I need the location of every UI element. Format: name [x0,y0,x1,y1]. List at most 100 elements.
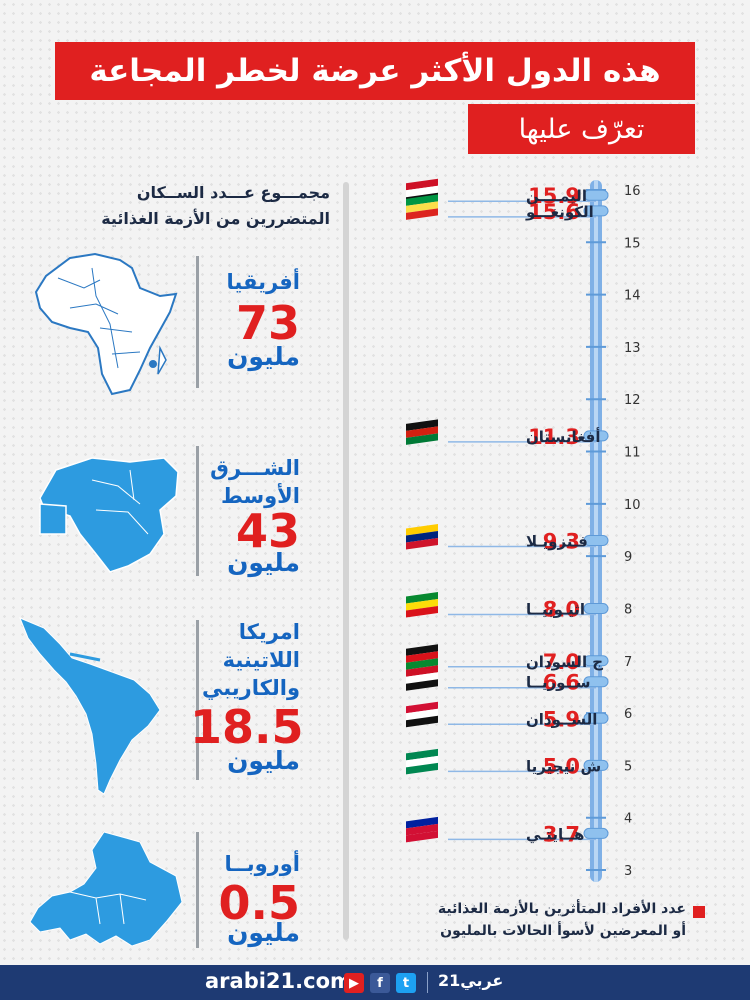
point-country: الكونغـــو [525,203,594,221]
region-value: 73 [235,296,300,350]
left-panel-heading: مجمـــوع عـــدد الســكان المتضررين من ال… [30,180,330,232]
region-name: الشـــرق الأوسط [210,456,300,508]
region-unit: مليون [227,918,300,947]
region-unit: مليون [227,342,300,371]
flag-stripe [406,433,438,445]
flag-stripe [406,830,438,843]
region-divider [196,620,199,780]
facebook-icon[interactable]: f [370,973,390,993]
point-value: 15.6 [528,200,580,224]
point-country: الســودان [526,710,597,728]
flag-stripe [406,708,438,721]
flag-stripe [406,644,438,656]
point-country: اليمــــن [526,187,587,205]
footer: arabi21.com ▶ f t عربي21 [0,965,750,1000]
point-value: 15.9 [528,184,580,208]
point-marker [583,827,609,839]
point-marker [583,205,609,217]
point-marker [583,602,609,614]
south-sudan-flag-icon [406,644,438,670]
afghanistan-flag-icon [406,419,438,445]
tick-label: 3 [624,864,632,879]
legend-line-1: عدد الأفراد المتأثرين بالأزمة الغذائية [437,901,686,917]
tick-label: 13 [624,341,641,356]
footer-separator [427,972,428,993]
haiti-flag-icon [406,816,438,843]
point-value: 11.3 [528,425,580,449]
region-middle-east: الشـــرق الأوسط 43 مليون [0,446,320,586]
point-country: ســوريــا [526,674,591,692]
flag-stripe [406,523,438,536]
venezuela-flag-icon [406,523,438,550]
point-value: 3.7 [543,822,580,846]
flag-stripe [406,185,438,198]
brand-logo: عربي21 [438,971,504,990]
sudan-flag-icon [406,701,438,728]
region-divider [196,446,199,576]
point-marker [583,712,609,724]
tick-label: 7 [624,655,632,670]
congo-flag-icon [406,194,438,220]
region-unit: مليون [227,746,300,775]
point-marker [583,655,609,667]
twitter-icon[interactable]: t [396,973,416,993]
heading-line-2: المتضررين من الأزمة الغذائية [101,209,330,228]
point-value: 5.9 [543,707,580,731]
flag-stripe [406,816,438,829]
point-value: 9.3 [543,529,580,553]
africa-map-icon [34,252,178,396]
flag-stripe [406,679,438,691]
flag-stripe [406,537,438,550]
flag-stripe [406,178,438,191]
point-marker [583,759,609,771]
chart-legend: عدد الأفراد المتأثرين بالأزمة الغذائية أ… [400,898,686,942]
flag-stripe [406,201,438,213]
flag-stripe [406,762,438,775]
region-value: 0.5 [218,876,301,930]
flag-stripe [406,419,438,431]
flag-stripe [406,715,438,728]
point-country: هــايتـي [526,825,584,843]
region-unit: مليون [227,548,300,577]
youtube-icon[interactable]: ▶ [344,973,364,993]
page-subtitle: تعرّف عليها [468,104,695,154]
page-title: هذه الدول الأكثر عرضة لخطر المجاعة [55,42,695,100]
site-link[interactable]: arabi21.com [205,969,352,993]
tick-label: 10 [624,498,641,513]
tick-label: 4 [624,812,632,827]
region-name: أفريقيا [226,270,300,294]
region-value: 43 [235,504,300,558]
point-marker [583,430,609,442]
heading-line-1: مجمـــوع عـــدد الســكان [136,183,330,202]
axis-highlight [594,180,598,882]
tick-label: 6 [624,707,632,722]
point-value: 8.0 [543,597,580,621]
tick-label: 8 [624,602,632,617]
region-divider [196,256,199,388]
tick-label: 9 [624,550,632,565]
point-value: 7.0 [543,650,580,674]
flag-stripe [406,598,438,611]
point-marker [583,189,609,201]
region-africa: أفريقيا 73 مليون [0,248,320,398]
flag-stripe [406,658,438,670]
flag-stripe [406,208,438,220]
flag-stripe [406,605,438,618]
tick-label: 11 [624,446,641,461]
flag-stripe [406,651,438,663]
tick-label: 12 [624,393,641,408]
europe-map-icon [29,831,183,947]
flag-stripe [406,701,438,714]
point-country: فـنزويـلا [526,532,588,550]
flag-stripe [406,823,438,836]
tick-label: 14 [624,289,641,304]
panel-divider [343,182,349,940]
point-marker [583,534,609,546]
point-value: 6.6 [543,671,580,695]
point-value: 5.0 [543,754,580,778]
flag-stripe [406,591,438,604]
flag-stripe [406,672,438,684]
tick-label: 16 [624,184,641,199]
region-name: امريكا اللاتينية والكاريبي [201,620,300,700]
